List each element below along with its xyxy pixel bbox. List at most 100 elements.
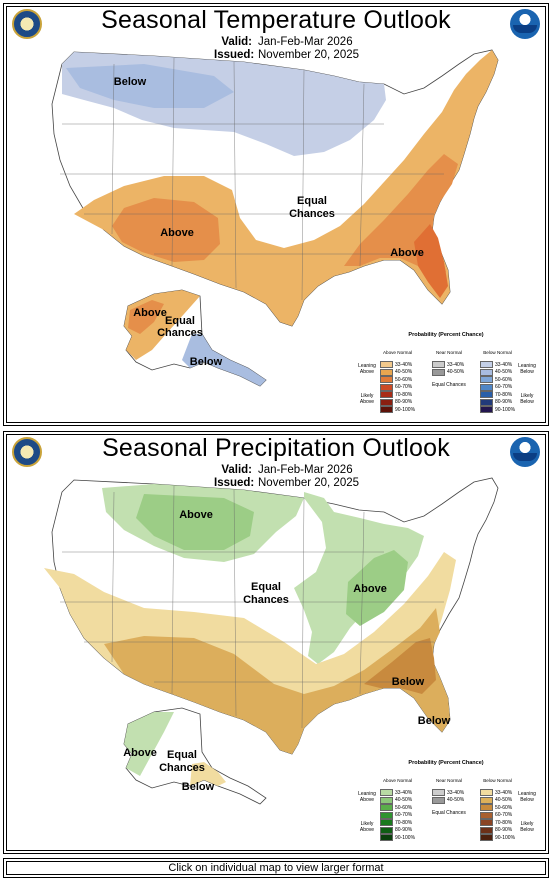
legend-row-label: 80-90% (495, 827, 513, 834)
legend-swatch (380, 811, 393, 819)
precipitation-outlook-frame (6, 434, 546, 851)
legend-row-label: 90-100% (395, 406, 416, 413)
legend-row-label: 70-80% (395, 819, 413, 826)
legend-row: 50-60% (480, 376, 515, 384)
legend-row: 70-80% (380, 819, 415, 827)
legend-row-label: 60-70% (395, 812, 413, 819)
legend-equal: Equal Chances (432, 382, 466, 388)
doc-seal-icon (12, 9, 42, 39)
noaa-logo-icon (510, 437, 540, 467)
legend-swatch (480, 826, 493, 834)
legend-row-label: 33-40% (495, 789, 513, 796)
legend-row-label: 60-70% (495, 812, 513, 819)
legend-swatch (432, 361, 445, 369)
legend-row-label: 80-90% (495, 399, 513, 406)
legend-swatch (380, 383, 393, 391)
precipitation-issued-line: Issued: November 20, 2025 (214, 477, 359, 489)
legend-swatch (480, 796, 493, 804)
legend-rows-right: 33-40% 40-50% 50-60% 60-70% 70-80% 80-90% 90-1… (480, 789, 515, 842)
legend-row: 60-70% (480, 383, 515, 392)
legend-row: 90-100% (480, 834, 515, 842)
legend-col-right-head: Below Normal (483, 778, 512, 783)
label-equal-ak: Equal Chances (159, 749, 205, 774)
label-equal-center: Equal Chances (243, 581, 289, 606)
legend-row: 70-80% (480, 819, 515, 827)
legend-swatch (480, 361, 493, 369)
temperature-outlook-title: Seasonal Temperature Outlook (101, 6, 451, 34)
legend-col-mid: Near Normal 33-40% 40-50% Equal Chances (432, 778, 466, 816)
legend-col-mid-head: Near Normal (435, 350, 462, 355)
legend-rows-mid: 33-40% 40-50% (432, 789, 466, 804)
legend-likely-below: Likely Below (520, 821, 534, 833)
label-above-ak: Above (123, 747, 157, 759)
valid-value: Jan-Feb-Mar 2026 (258, 36, 353, 48)
legend-row: 40-50% (480, 368, 515, 377)
legend-swatch (432, 796, 445, 804)
precipitation-outlook-title: Seasonal Precipitation Outlook (102, 434, 450, 462)
legend-swatch (380, 819, 393, 827)
legend-col-right: Below Normal 33-40% 40-50% 50-60% 60-70% 70-… (480, 350, 515, 414)
legend-swatch (480, 398, 493, 406)
legend-col-right: Below Normal 33-40% 40-50% 50-60% 60-70% 70-… (480, 778, 515, 842)
legend-swatch (480, 376, 493, 384)
legend-swatch (432, 368, 445, 376)
legend-title: Probability (Percent Chance) (408, 332, 484, 338)
temperature-issued-line: Issued: November 20, 2025 (214, 49, 359, 61)
legend-row: 33-40% (380, 789, 415, 797)
legend-row-label: 60-70% (395, 384, 413, 391)
temperature-outlook-frame (6, 6, 546, 423)
legend-row-label: 40-50% (395, 369, 413, 376)
legend-swatch (380, 398, 393, 406)
legend-swatch (480, 834, 493, 842)
legend-row-label: 40-50% (495, 797, 513, 804)
legend-row-label: 90-100% (495, 834, 516, 841)
precipitation-outlook-panel[interactable]: Seasonal Precipitation Outlook Valid: Jan… (3, 431, 549, 854)
legend-row: 90-100% (480, 406, 515, 414)
legend-col-left: Above Normal 33-40% 40-50% 50-60% 60-70% 70-… (380, 778, 415, 842)
issued-key: Issued: (214, 49, 255, 61)
legend-row: 90-100% (380, 406, 415, 414)
legend-likely-above: Likely Above (359, 821, 375, 833)
legend-col-right-head: Below Normal (483, 350, 512, 355)
legend-row-label: 50-60% (395, 804, 413, 811)
legend-row: 40-50% (432, 368, 466, 377)
legend-row-label: 70-80% (495, 391, 513, 398)
footer-box: Click on individual map to view larger f… (3, 858, 549, 878)
label-below-ak: Below (190, 356, 223, 368)
alaska-above (124, 712, 174, 776)
legend-row: 70-80% (480, 391, 515, 399)
legend-row: 40-50% (432, 796, 466, 805)
legend-row: 33-40% (432, 789, 466, 797)
temperature-legend: Probability (Percent Chance) Leaning Abo… (356, 332, 536, 424)
precipitation-outlook-map[interactable]: Above Equal Chances Above Below Below Abo… (4, 432, 549, 854)
legend-swatch (380, 406, 393, 414)
legend-row: 80-90% (380, 398, 415, 407)
legend-swatch (380, 796, 393, 804)
legend-row-label: 33-40% (447, 361, 465, 368)
legend-swatch (380, 391, 393, 399)
legend-row: 40-50% (380, 368, 415, 377)
legend-row: 50-60% (380, 804, 415, 812)
legend-rows-left: 33-40% 40-50% 50-60% 60-70% 70-80% 80-90% 90-1… (380, 361, 415, 414)
legend-rows-mid: 33-40% 40-50% (432, 361, 466, 376)
label-equal-ak: Equal Chances (157, 315, 203, 339)
temperature-outlook-map[interactable]: Below Above Equal Chances Above Above Equ… (4, 4, 549, 426)
precip-above-north-core (136, 494, 254, 550)
legend-rows-left: 33-40% 40-50% 50-60% 60-70% 70-80% 80-90% 90-1… (380, 789, 415, 842)
legend-swatch (380, 789, 393, 797)
label-below-se: Below (392, 676, 425, 688)
legend-swatch (480, 383, 493, 391)
legend-row: 50-60% (480, 804, 515, 812)
legend-col-left-head: Above Normal (382, 350, 413, 355)
legend-row: 80-90% (480, 398, 515, 407)
precip-above-ohio-core (346, 550, 408, 626)
legend-leaning-above: Leaning Above (358, 363, 376, 375)
legend-row-label: 33-40% (395, 361, 413, 368)
legend-row: 50-60% (380, 376, 415, 384)
label-above-sw: Above (160, 227, 194, 239)
legend-likely-above: Likely Above (359, 393, 375, 405)
precipitation-valid-line: Valid: Jan-Feb-Mar 2026 (214, 464, 352, 476)
precip-below-south-mid (104, 608, 450, 754)
legend-swatch (480, 789, 493, 797)
temperature-outlook-panel[interactable]: Seasonal Temperature Outlook Valid: Jan-F… (3, 3, 549, 426)
